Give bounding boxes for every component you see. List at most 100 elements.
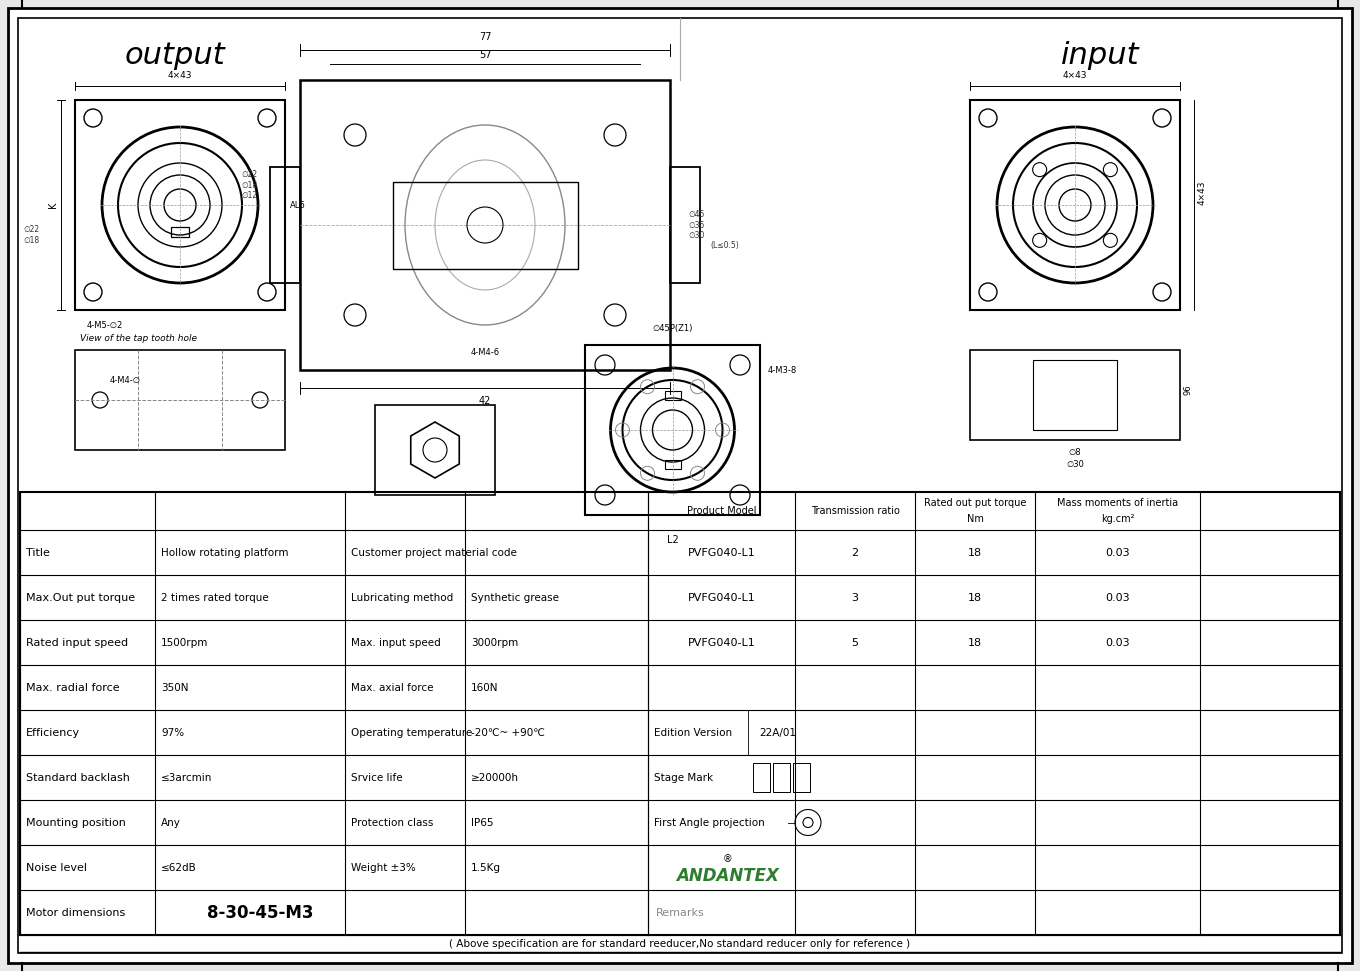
Text: 4-M4-6: 4-M4-6 <box>471 348 499 356</box>
Bar <box>75 350 286 450</box>
Text: Max. axial force: Max. axial force <box>351 683 434 692</box>
Text: -20℃~ +90℃: -20℃~ +90℃ <box>471 727 545 738</box>
Text: ANDANTEX: ANDANTEX <box>676 866 779 885</box>
Bar <box>772 763 790 792</box>
Text: 2: 2 <box>851 548 858 557</box>
Text: 0.03: 0.03 <box>1106 638 1130 648</box>
Text: 4×43: 4×43 <box>167 71 192 80</box>
Text: Standard backlash: Standard backlash <box>26 773 129 783</box>
Text: 1500rpm: 1500rpm <box>160 638 208 648</box>
Text: Rated out put torque: Rated out put torque <box>923 498 1027 508</box>
Text: 4-M3-8: 4-M3-8 <box>768 365 797 375</box>
Text: Operating temperature: Operating temperature <box>351 727 472 738</box>
Text: Max. radial force: Max. radial force <box>26 683 120 692</box>
Text: 0.03: 0.03 <box>1106 592 1130 602</box>
Bar <box>271 167 301 283</box>
Bar <box>301 80 670 370</box>
Bar <box>793 763 811 792</box>
Text: 2 times rated torque: 2 times rated torque <box>160 592 269 602</box>
Bar <box>585 345 760 515</box>
Text: Title: Title <box>26 548 50 557</box>
Text: ®: ® <box>724 854 733 864</box>
Text: 8-30-45-M3: 8-30-45-M3 <box>207 903 313 921</box>
Text: ∅8: ∅8 <box>1069 448 1081 456</box>
Text: ∅45
∅35
∅30: ∅45 ∅35 ∅30 <box>688 210 704 240</box>
Text: Stage Mark: Stage Mark <box>654 773 713 783</box>
Text: 77: 77 <box>479 32 491 42</box>
Text: ≤3arcmin: ≤3arcmin <box>160 773 212 783</box>
Text: 160N: 160N <box>471 683 499 692</box>
Bar <box>20 492 1340 935</box>
Text: 97%: 97% <box>160 727 184 738</box>
Text: First Angle projection: First Angle projection <box>654 818 764 827</box>
Text: 18: 18 <box>968 548 982 557</box>
Text: Product Model: Product Model <box>687 506 756 516</box>
Text: ≤62dB: ≤62dB <box>160 862 197 873</box>
Text: ∅22
∅18: ∅22 ∅18 <box>24 225 39 245</box>
Text: Any: Any <box>160 818 181 827</box>
Text: ∅30: ∅30 <box>1066 459 1084 468</box>
Text: input: input <box>1061 41 1140 70</box>
Text: 4-M4-∅: 4-M4-∅ <box>110 376 140 385</box>
Text: Customer project material code: Customer project material code <box>351 548 517 557</box>
Text: Mounting position: Mounting position <box>26 818 126 827</box>
Text: kg.cm²: kg.cm² <box>1100 514 1134 524</box>
Text: 1.5Kg: 1.5Kg <box>471 862 500 873</box>
Text: ≥20000h: ≥20000h <box>471 773 520 783</box>
Text: Please confirm signature/date: Please confirm signature/date <box>554 592 743 602</box>
Text: 0.03: 0.03 <box>1106 548 1130 557</box>
Text: ∅22
∅18
∅12: ∅22 ∅18 ∅12 <box>242 170 258 200</box>
Text: Lubricating method: Lubricating method <box>351 592 453 602</box>
Bar <box>1034 360 1117 430</box>
Text: 3: 3 <box>851 592 858 602</box>
Text: ( Above specification are for standard reeducer,No standard reducer only for ref: ( Above specification are for standard r… <box>449 939 911 949</box>
Text: IP65: IP65 <box>471 818 494 827</box>
Text: 18: 18 <box>968 638 982 648</box>
Text: PVFG040-L1: PVFG040-L1 <box>688 548 755 557</box>
Bar <box>970 350 1180 440</box>
Text: AL6: AL6 <box>290 200 306 210</box>
Text: ∅45P(Z1): ∅45P(Z1) <box>653 324 692 333</box>
Text: Remarks: Remarks <box>656 908 704 918</box>
Text: Max.Out put torque: Max.Out put torque <box>26 592 135 602</box>
Text: 5: 5 <box>851 638 858 648</box>
Text: 22A/01: 22A/01 <box>759 727 797 738</box>
Bar <box>970 100 1180 310</box>
Text: Synthetic grease: Synthetic grease <box>471 592 559 602</box>
Text: 4-M5-∅2: 4-M5-∅2 <box>87 320 124 329</box>
Text: Efficiency: Efficiency <box>26 727 80 738</box>
Text: 4×43: 4×43 <box>1062 71 1087 80</box>
Text: Protection class: Protection class <box>351 818 434 827</box>
Bar <box>670 167 700 283</box>
Text: Noise level: Noise level <box>26 862 87 873</box>
Text: Mass moments of inertia: Mass moments of inertia <box>1057 498 1178 508</box>
Bar <box>665 391 680 400</box>
Text: Nm: Nm <box>967 514 983 524</box>
Text: Max. input speed: Max. input speed <box>351 638 441 648</box>
Text: 18: 18 <box>968 592 982 602</box>
Text: K: K <box>48 202 58 208</box>
Text: 96: 96 <box>1183 385 1193 395</box>
Text: (L≤0.5): (L≤0.5) <box>710 241 738 250</box>
Text: Weight ±3%: Weight ±3% <box>351 862 416 873</box>
Bar <box>393 182 578 269</box>
Bar <box>665 460 680 469</box>
Text: output: output <box>125 41 226 70</box>
Text: 3000rpm: 3000rpm <box>471 638 518 648</box>
Bar <box>753 763 770 792</box>
Text: Edition Version: Edition Version <box>654 727 732 738</box>
Text: PVFG040-L1: PVFG040-L1 <box>688 638 755 648</box>
Text: Transmission ratio: Transmission ratio <box>811 506 899 516</box>
Text: Srvice life: Srvice life <box>351 773 403 783</box>
Bar <box>75 100 286 310</box>
Text: Hollow rotating platform: Hollow rotating platform <box>160 548 288 557</box>
Bar <box>171 227 189 237</box>
Text: 57: 57 <box>479 50 491 60</box>
Text: Rated input speed: Rated input speed <box>26 638 128 648</box>
Text: 350N: 350N <box>160 683 189 692</box>
Text: PVFG040-L1: PVFG040-L1 <box>688 592 755 602</box>
Text: Motor dimensions: Motor dimensions <box>26 908 125 918</box>
Text: L2: L2 <box>666 535 679 545</box>
Text: View of the tap tooth hole: View of the tap tooth hole <box>80 333 197 343</box>
Bar <box>375 405 495 495</box>
